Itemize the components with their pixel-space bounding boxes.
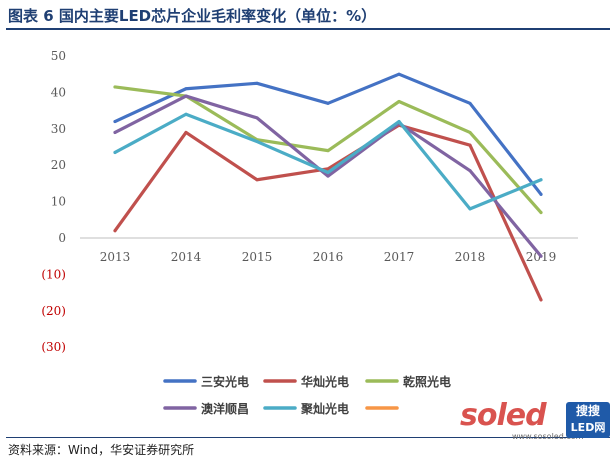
y-tick-label: (10) <box>41 267 66 281</box>
data-point <box>113 120 117 124</box>
watermark-logo: soled www.sosoled.com 搜搜 LED网 <box>460 398 610 444</box>
data-point <box>255 178 259 182</box>
y-tick-label: (30) <box>41 340 66 354</box>
x-tick-label: 2017 <box>384 250 415 264</box>
title-divider <box>6 28 610 30</box>
data-point <box>326 167 330 171</box>
y-tick-label: 40 <box>51 85 66 99</box>
data-point <box>113 85 117 89</box>
footer-divider <box>6 437 610 438</box>
data-point <box>326 170 330 174</box>
data-point <box>326 174 330 178</box>
x-tick-label: 2018 <box>455 250 486 264</box>
legend-label: 三安光电 <box>201 374 249 389</box>
x-tick-label: 2016 <box>313 250 344 264</box>
y-tick-label: 0 <box>58 231 66 245</box>
data-point <box>255 116 259 120</box>
y-tick-label: 50 <box>51 49 66 63</box>
chart-title: 图表 6 国内主要LED芯片企业毛利率变化（单位：%） <box>8 7 377 25</box>
data-point <box>326 149 330 153</box>
data-point <box>539 254 543 258</box>
x-tick-label: 2015 <box>242 250 273 264</box>
data-point <box>113 229 117 233</box>
x-tick-label: 2013 <box>100 250 131 264</box>
legend-label: 乾照光电 <box>403 374 451 389</box>
watermark-brand: soled <box>460 398 547 433</box>
data-point <box>468 169 472 173</box>
data-point <box>184 87 188 91</box>
data-point <box>184 94 188 98</box>
legend-label: 华灿光电 <box>301 374 349 389</box>
data-point <box>184 112 188 116</box>
data-point <box>255 81 259 85</box>
data-point <box>255 140 259 144</box>
y-tick-label: 30 <box>51 122 66 136</box>
data-point <box>113 150 117 154</box>
watermark-cn: 搜搜 <box>575 404 600 418</box>
data-point <box>539 298 543 302</box>
data-point <box>468 207 472 211</box>
data-point <box>184 130 188 134</box>
watermark-sub: LED网 <box>570 421 606 434</box>
y-tick-label: (20) <box>41 304 66 318</box>
data-point <box>468 130 472 134</box>
data-point <box>468 143 472 147</box>
data-point <box>397 120 401 124</box>
y-tick-label: 10 <box>51 195 66 209</box>
watermark-badge: 搜搜 LED网 <box>566 402 610 438</box>
source-note: 资料来源：Wind，华安证券研究所 <box>8 443 195 457</box>
x-tick-label: 2014 <box>171 250 202 264</box>
data-point <box>539 211 543 215</box>
y-tick-label: 20 <box>51 158 66 172</box>
data-point <box>539 178 543 182</box>
data-point <box>397 100 401 103</box>
data-point <box>326 101 330 105</box>
data-point <box>397 72 401 76</box>
data-point <box>539 192 543 196</box>
watermark-url: www.sosoled.com <box>512 432 584 441</box>
data-point <box>468 101 472 105</box>
legend-label: 澳洋顺昌 <box>201 401 249 416</box>
data-point <box>113 130 117 134</box>
legend-label: 聚灿光电 <box>300 401 349 416</box>
